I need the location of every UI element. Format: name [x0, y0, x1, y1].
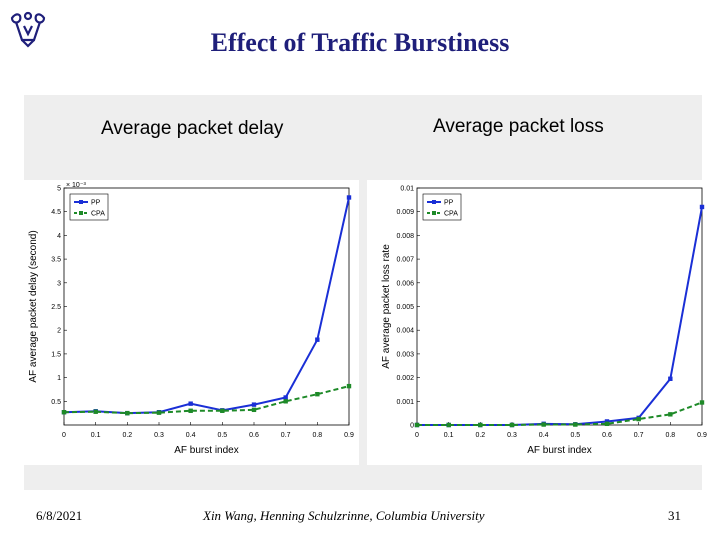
y-tick-label: 5: [57, 186, 61, 193]
x-tick-label: 0.2: [475, 432, 485, 439]
y-tick-label: 0.006: [396, 280, 414, 287]
x-tick-label: 0.8: [665, 432, 675, 439]
y-tick-label: 0.009: [396, 209, 414, 216]
y-tick-label: 0.5: [51, 399, 61, 406]
y-multiplier-label: × 10⁻³: [66, 182, 87, 189]
legend-marker-cpa: [79, 211, 83, 215]
data-point-cpa: [315, 391, 320, 397]
data-point-cpa: [541, 422, 546, 427]
data-point-cpa: [251, 407, 257, 413]
x-axis-label: AF burst index: [527, 445, 591, 456]
y-tick-label: 2: [57, 328, 61, 335]
y-tick-label: 0: [410, 423, 414, 430]
x-tick-label: 0: [62, 432, 66, 439]
legend-box: [422, 193, 462, 221]
data-point-cpa: [220, 408, 225, 413]
footer-author: Xin Wang, Henning Schulzrinne, Columbia …: [203, 508, 485, 523]
x-axis-label: AF burst index: [174, 445, 238, 456]
figure-panel: Average packet delay Average packet loss…: [14, 95, 712, 490]
data-point-cpa: [446, 422, 451, 428]
x-tick-label: 0.9: [344, 432, 354, 439]
columbia-crown-icon: [10, 11, 46, 48]
x-tick-label: 0.5: [217, 432, 227, 439]
series-line-pp: [417, 206, 703, 426]
data-point-pp: [604, 419, 610, 424]
x-tick-label: 0: [415, 432, 419, 439]
x-tick-label: 0.1: [91, 432, 101, 439]
x-tick-label: 0.1: [444, 432, 454, 439]
data-point-pp: [315, 337, 320, 342]
x-tick-label: 0.3: [507, 432, 517, 439]
y-tick-label: 1: [57, 375, 61, 382]
y-tick-label: 0.005: [396, 304, 414, 311]
delay-chart-caption: Average packet delay: [101, 118, 284, 139]
x-tick-label: 0.7: [281, 432, 291, 439]
data-point-cpa: [509, 422, 515, 428]
plot-area: [63, 187, 350, 426]
x-tick-label: 0.9: [697, 432, 707, 439]
data-point-cpa: [478, 422, 483, 428]
loss-chart: 0 0.1 0.2 0.3 0.4 0.5 0.6 0.7 0.8 0.9 0 0.001 0.002 0…: [367, 180, 712, 465]
y-tick-label: 3.5: [51, 257, 61, 264]
data-point-cpa: [668, 412, 673, 417]
x-tick-label: 0.7: [634, 432, 644, 439]
data-point-cpa: [573, 422, 578, 427]
legend-label-pp: PP: [91, 200, 101, 207]
data-point-pp: [668, 376, 673, 381]
data-point-cpa: [156, 410, 162, 415]
x-tick-label: 0.8: [312, 432, 322, 439]
delay-chart: 0 0.1 0.2 0.3 0.4 0.5 0.6 0.7 0.8 0.9 0.5 1 1.5 2 2.5 3…: [14, 180, 359, 465]
plot-area: [416, 187, 703, 426]
data-point-cpa: [93, 409, 98, 414]
y-tick-label: 4.5: [51, 209, 61, 216]
x-tick-label: 0.4: [186, 432, 196, 439]
legend-marker-cpa: [432, 211, 436, 215]
y-tick-label: 0.001: [396, 399, 414, 406]
y-axis-label: AF average packet delay (second): [28, 230, 39, 382]
x-tick-label: 0.2: [122, 432, 132, 439]
x-tick-label: 0.3: [154, 432, 164, 439]
x-tick-label: 0.6: [602, 432, 612, 439]
data-point-cpa: [636, 416, 641, 422]
data-point-cpa: [604, 421, 610, 427]
data-point-cpa: [346, 383, 352, 389]
y-tick-label: 0.002: [396, 375, 414, 382]
legend-box: [69, 193, 109, 221]
page-number: 31: [668, 508, 681, 523]
y-tick-label: 2.5: [51, 304, 61, 311]
y-tick-label: 1.5: [51, 351, 61, 358]
legend-marker-pp: [79, 200, 83, 204]
y-tick-label: 3: [57, 280, 61, 287]
slide-title: Effect of Traffic Burstiness: [210, 28, 510, 57]
y-tick-label: 0.007: [396, 257, 414, 264]
data-point-pp: [699, 204, 705, 210]
y-tick-label: 4: [57, 233, 61, 240]
data-point-pp: [346, 195, 352, 200]
x-tick-label: 0.5: [570, 432, 580, 439]
y-tick-label: 0.01: [400, 186, 414, 193]
legend-label-cpa: CPA: [444, 211, 458, 218]
x-tick-label: 0.6: [249, 432, 259, 439]
legend-label-cpa: CPA: [91, 211, 105, 218]
legend-label-pp: PP: [444, 200, 454, 207]
data-point-cpa: [61, 410, 67, 415]
series-line-pp: [63, 197, 350, 415]
data-point-cpa: [188, 408, 193, 413]
data-point-cpa: [283, 399, 288, 404]
y-axis-label: AF average packet loss rate: [381, 244, 392, 369]
data-point-cpa: [414, 422, 420, 428]
legend-marker-pp: [432, 200, 436, 204]
y-tick-label: 0.004: [396, 328, 414, 335]
footer-date: 6/8/2021: [36, 508, 83, 523]
x-tick-label: 0.4: [539, 432, 549, 439]
data-point-cpa: [699, 400, 705, 405]
y-tick-label: 0.008: [396, 233, 414, 240]
loss-chart-caption: Average packet loss: [433, 116, 604, 137]
y-tick-label: 0.003: [396, 351, 414, 358]
data-point-pp: [283, 395, 288, 400]
data-point-pp: [188, 401, 193, 406]
data-point-pp: [251, 402, 257, 407]
data-point-cpa: [125, 410, 130, 416]
